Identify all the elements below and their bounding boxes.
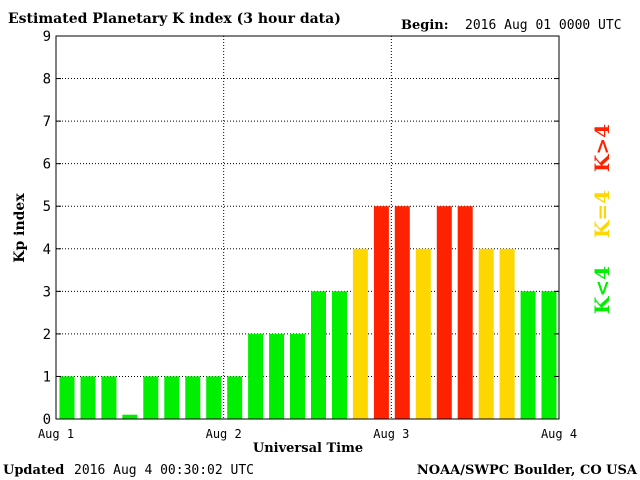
legend-k-greater-4: K>4	[590, 124, 614, 172]
kp-bar	[373, 206, 389, 419]
kp-bar	[290, 333, 305, 419]
kp-bar	[520, 291, 536, 419]
y-tick-label: 5	[43, 199, 51, 215]
kp-bar	[394, 206, 410, 419]
kp-bar	[101, 376, 117, 419]
chart-title: Estimated Planetary K index (3 hour data…	[8, 11, 341, 27]
x-tick-label: Aug 1	[38, 427, 74, 441]
y-tick-label: 8	[43, 72, 51, 88]
y-tick-labels: 0 1 2 3 4 5 6 7 8 9	[43, 29, 559, 428]
begin-value: 2016 Aug 01 0000 UTC	[465, 18, 622, 33]
x-tick-label: Aug 4	[541, 427, 577, 441]
kp-bar	[457, 206, 473, 419]
kp-bar	[80, 376, 96, 419]
y-tick-label: 7	[43, 114, 51, 130]
y-tick-label: 6	[43, 157, 51, 173]
kp-bar	[311, 291, 326, 419]
begin-label: Begin:	[401, 18, 449, 33]
kp-bar	[541, 291, 557, 419]
kp-bar	[122, 414, 138, 419]
y-tick-label: 4	[43, 242, 51, 258]
kp-bar	[185, 376, 201, 419]
x-tick-label: Aug 3	[373, 427, 409, 441]
plot-frame	[55, 35, 560, 420]
x-tick-labels: Aug 1 Aug 2 Aug 3 Aug 4	[38, 427, 577, 441]
kp-bar	[248, 333, 264, 419]
legend-k-less-4: K<4	[590, 266, 614, 314]
kp-bar	[206, 376, 222, 419]
kp-bar	[352, 248, 368, 419]
y-tick-label: 1	[43, 369, 51, 385]
kp-bar	[332, 291, 347, 419]
y-axis-label: Kp index	[12, 193, 28, 263]
updated-label: Updated	[3, 463, 64, 478]
kp-bar	[164, 376, 180, 419]
kp-bar	[436, 206, 452, 419]
legend-k-equal-4: K=4	[590, 190, 614, 238]
x-tick-label: Aug 2	[206, 427, 242, 441]
kp-bar	[499, 248, 515, 419]
x-axis-label: Universal Time	[253, 441, 363, 456]
kp-bar	[227, 376, 243, 419]
kp-bar	[415, 248, 431, 419]
kp-bar	[269, 333, 285, 419]
source-credit: NOAA/SWPC Boulder, CO USA	[417, 463, 638, 478]
y-tick-label: 0	[43, 412, 51, 428]
bars-group	[59, 206, 557, 419]
kp-bar	[478, 248, 494, 419]
y-tick-label: 3	[43, 284, 51, 300]
legend: K<4 K=4 K>4	[590, 124, 614, 314]
kp-bar	[143, 376, 159, 419]
updated-value: 2016 Aug 4 00:30:02 UTC	[74, 463, 254, 478]
y-tick-label: 9	[43, 29, 51, 45]
kp-bar	[59, 376, 75, 419]
y-tick-label: 2	[43, 327, 51, 343]
grid-lines	[56, 36, 559, 419]
